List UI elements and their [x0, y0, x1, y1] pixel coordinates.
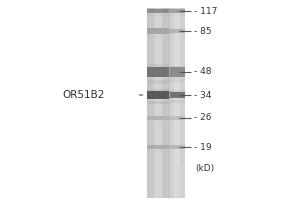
Bar	[147, 80, 170, 84]
Bar	[147, 150, 170, 152]
Bar	[147, 14, 170, 16]
Bar	[147, 8, 170, 10]
Text: - 26: - 26	[194, 114, 211, 122]
Text: - 48: - 48	[194, 68, 211, 76]
Bar	[147, 34, 170, 36]
Bar	[169, 28, 184, 30]
Text: - 85: - 85	[194, 26, 211, 36]
Text: (kD): (kD)	[195, 164, 214, 173]
Bar	[169, 144, 184, 146]
Bar	[169, 67, 184, 77]
Bar	[147, 89, 170, 93]
Bar	[147, 27, 170, 29]
Bar	[147, 91, 170, 99]
Bar	[169, 92, 184, 98]
Bar	[169, 34, 184, 35]
Bar	[147, 115, 170, 117]
Text: - 34: - 34	[194, 90, 211, 99]
Bar	[169, 145, 184, 149]
Bar	[147, 9, 170, 13]
Bar	[147, 66, 170, 77]
Bar	[147, 28, 170, 33]
Bar	[147, 101, 170, 104]
Bar	[169, 115, 184, 117]
Bar	[147, 121, 170, 123]
Bar	[169, 8, 184, 10]
Bar	[154, 8, 162, 198]
Bar	[147, 116, 170, 120]
Bar	[169, 29, 184, 33]
Bar	[169, 121, 184, 122]
Bar	[174, 8, 180, 198]
Bar	[147, 145, 170, 149]
Text: - 19: - 19	[194, 142, 211, 152]
Bar	[169, 90, 184, 93]
Bar	[147, 8, 170, 198]
Bar	[169, 8, 184, 198]
Bar	[169, 100, 184, 103]
Text: OR51B2: OR51B2	[63, 90, 105, 100]
Bar	[169, 116, 184, 120]
Bar	[169, 9, 184, 13]
Bar	[169, 66, 184, 69]
Bar	[147, 144, 170, 146]
Bar	[169, 150, 184, 151]
Bar	[169, 78, 184, 82]
Bar	[169, 14, 184, 16]
Bar	[147, 64, 170, 69]
Text: - 117: - 117	[194, 6, 217, 16]
